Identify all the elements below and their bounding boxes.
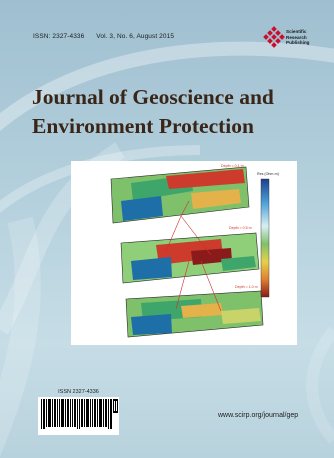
journal-url[interactable]: www.scirp.org/journal/gep [218,412,299,419]
issn-volume-line: ISSN: 2327-4336 Vol. 3, No. 6, August 20… [33,33,184,40]
layer-bottom [125,290,264,338]
barcode-icon [38,397,119,435]
publisher-line-2: Research [286,34,307,40]
volume-text: Vol. 3, No. 6, August 2015 [96,33,175,40]
depth-label-2: Depth = 0.5 m [229,226,252,230]
colorbar [260,178,270,298]
publisher-line-1: Scientific [286,29,307,34]
journal-title: Journal of Geoscience and Environment Pr… [32,83,332,141]
publisher-logo: Scientific Research Publishing [262,26,326,50]
colorbar-title: Res (Ohm-m) [257,172,279,176]
publisher-name: Scientific Research Publishing [286,29,309,46]
publisher-line-3: Publishing [286,40,310,46]
depth-label-1: Depth = 0.1 m [221,164,244,168]
barcode-issn: ISSN 2327-4336 [58,389,99,395]
title-line-1: Journal of Geoscience and [32,85,274,109]
layer-top [110,166,250,224]
cover-figure: Depth = 0.1 m Depth = 0.5 m Depth = 1.0 … [71,161,297,345]
depth-label-3: Depth = 1.0 m [235,285,258,289]
layer-middle [120,232,260,284]
barcode: ISSN 2327-4336 [38,389,119,435]
connector-lines [165,200,222,312]
title-line-2: Environment Protection [32,114,254,138]
scirp-diamond-icon [263,26,285,48]
resistivity-layers-figure: Depth = 0.1 m Depth = 0.5 m Depth = 1.0 … [110,164,279,338]
issn-text: ISSN: 2327-4336 [33,33,85,40]
